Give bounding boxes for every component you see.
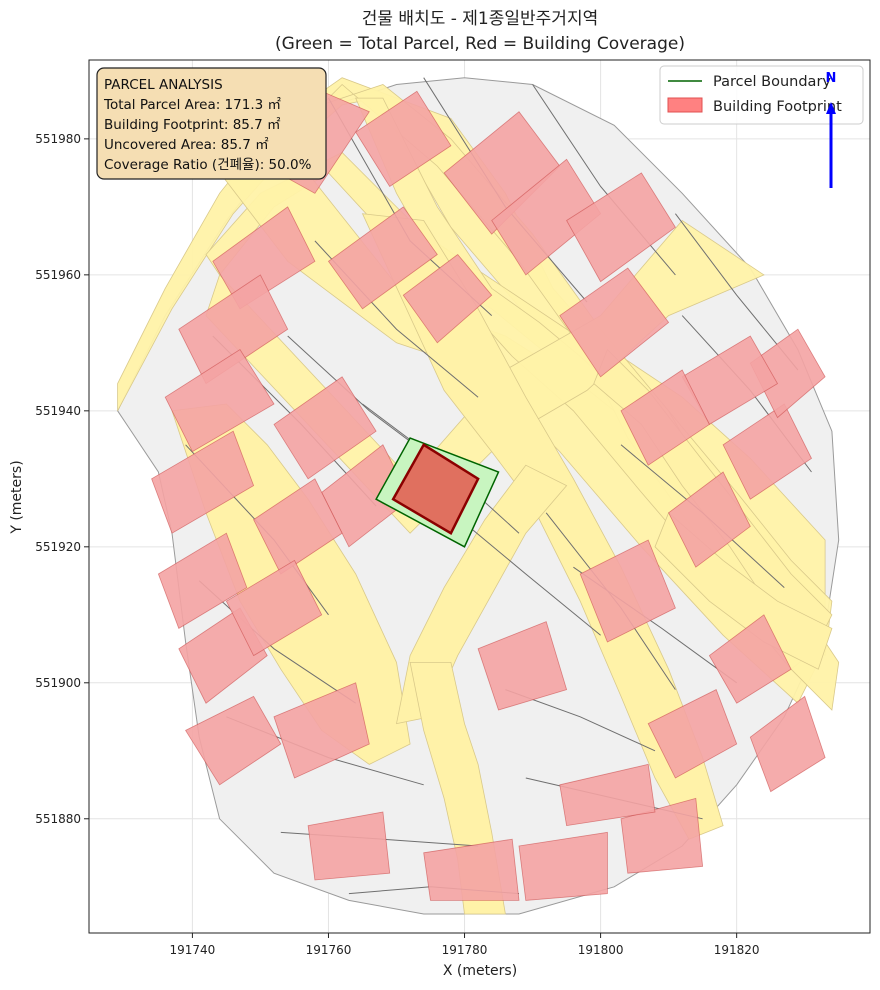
chart-title: 건물 배치도 - 제1종일반주거지역 bbox=[362, 9, 598, 29]
building-footprint-30 bbox=[253, 478, 343, 575]
x-axis: 191740 191760 191780 191800 191820 bbox=[170, 933, 760, 957]
building-footprint-4 bbox=[566, 172, 676, 283]
building-footprint-10 bbox=[164, 349, 275, 453]
y-tick-label-3: 551940 bbox=[35, 404, 81, 418]
building-footprint-1 bbox=[355, 90, 452, 188]
building-footprint-28 bbox=[273, 376, 377, 480]
x-axis-label: X (meters) bbox=[443, 963, 517, 979]
north-arrow-label: N bbox=[826, 71, 837, 86]
legend-label-building-footprint: Building Footprint bbox=[713, 99, 842, 115]
stats-heading: PARCEL ANALYSIS bbox=[104, 77, 223, 93]
x-tick-label-4: 191820 bbox=[714, 943, 760, 957]
y-tick-label-5: 551980 bbox=[35, 132, 81, 146]
stats-total-area: Total Parcel Area: 171.3 ㎡ bbox=[103, 97, 281, 113]
y-axis: 551880 551900 551920 551940 551960 551980 bbox=[35, 132, 89, 826]
stats-box-background bbox=[96, 67, 327, 180]
plot-frame bbox=[88, 59, 871, 934]
building-footprint-34 bbox=[749, 695, 826, 793]
stats-coverage-ratio: Coverage Ratio (건폐율): 50.0% bbox=[104, 157, 312, 173]
subject-building-footprint bbox=[391, 443, 480, 535]
stats-uncovered-area: Uncovered Area: 85.7 ㎡ bbox=[104, 137, 269, 153]
parcel-analysis-box: PARCEL ANALYSIS Total Parcel Area: 171.3… bbox=[96, 67, 327, 180]
legend-swatch-building-footprint bbox=[667, 97, 703, 113]
y-axis-label: Y (meters) bbox=[9, 460, 25, 534]
north-arrow: N bbox=[826, 71, 837, 188]
legend-background bbox=[659, 65, 864, 125]
building-footprint-14 bbox=[185, 695, 282, 786]
building-footprint-22 bbox=[579, 539, 676, 643]
block-line-6 bbox=[198, 580, 356, 704]
buildings-layer bbox=[151, 90, 826, 901]
building-footprint-32 bbox=[708, 614, 792, 704]
x-tick-label-2: 191780 bbox=[442, 943, 488, 957]
building-footprint-11 bbox=[151, 430, 255, 534]
building-footprint-12 bbox=[157, 532, 248, 629]
y-tick-label-2: 551920 bbox=[35, 540, 81, 554]
building-footprint-7 bbox=[402, 253, 493, 344]
building-footprint-9 bbox=[178, 274, 289, 385]
building-footprint-25 bbox=[749, 328, 826, 419]
chart-subtitle: (Green = Total Parcel, Red = Building Co… bbox=[275, 34, 685, 54]
building-footprint-19 bbox=[620, 797, 704, 874]
road-strip-1 bbox=[361, 213, 724, 840]
building-footprint-20 bbox=[559, 763, 656, 827]
x-tick-label-3: 191800 bbox=[578, 943, 624, 957]
y-tick-label-4: 551960 bbox=[35, 268, 81, 282]
legend: Parcel Boundary Building Footprint bbox=[659, 65, 864, 125]
building-footprint-31 bbox=[225, 559, 323, 657]
building-footprint-27 bbox=[620, 369, 710, 466]
building-footprint-33 bbox=[647, 689, 738, 779]
building-footprint-5 bbox=[559, 267, 670, 378]
building-footprint-6 bbox=[327, 206, 438, 310]
building-footprint-15 bbox=[273, 682, 370, 779]
building-footprint-18 bbox=[518, 831, 608, 901]
subject-parcel-layer bbox=[375, 437, 500, 548]
y-tick-label-0: 551880 bbox=[35, 812, 81, 826]
legend-label-parcel-boundary: Parcel Boundary bbox=[713, 74, 831, 90]
building-footprint-17 bbox=[423, 838, 520, 901]
x-tick-label-0: 191740 bbox=[170, 943, 216, 957]
building-footprint-16 bbox=[307, 811, 391, 881]
building-footprint-24 bbox=[722, 403, 813, 500]
building-footprint-23 bbox=[668, 471, 751, 568]
north-arrow-head bbox=[826, 102, 836, 114]
building-footprint-21 bbox=[477, 621, 568, 711]
y-tick-label-1: 551900 bbox=[35, 676, 81, 690]
x-tick-label-1: 191760 bbox=[306, 943, 352, 957]
building-footprint-8 bbox=[212, 206, 316, 310]
stats-building-footprint: Building Footprint: 85.7 ㎡ bbox=[104, 117, 281, 133]
